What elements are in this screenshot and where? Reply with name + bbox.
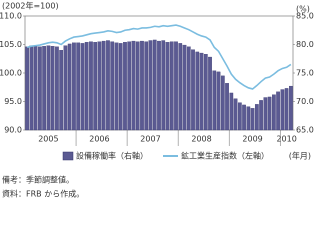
bar bbox=[55, 46, 59, 131]
legend-label: 鉱工業生産指数（左軸） bbox=[181, 151, 269, 161]
bar bbox=[106, 40, 110, 131]
bar bbox=[186, 46, 191, 131]
y-axis-title: (2002年=100) bbox=[2, 1, 59, 11]
bar bbox=[144, 41, 149, 131]
bar bbox=[42, 46, 46, 131]
bar bbox=[118, 43, 123, 131]
x-tick-label: 2005 bbox=[38, 135, 58, 144]
bar bbox=[182, 44, 187, 131]
bar bbox=[174, 41, 178, 131]
bar bbox=[169, 41, 174, 131]
bar bbox=[127, 41, 132, 131]
bar bbox=[38, 46, 42, 131]
bar bbox=[259, 100, 263, 131]
bar bbox=[76, 42, 81, 131]
bar bbox=[284, 88, 289, 131]
bar bbox=[267, 96, 272, 131]
y2-tick-label: 70.0 bbox=[296, 97, 314, 106]
bar bbox=[114, 42, 119, 131]
bar bbox=[178, 43, 183, 131]
bar bbox=[46, 45, 51, 131]
legend-label: 設備稼働率（右軸） bbox=[76, 151, 148, 161]
chart: (2002年=100) (%) (年月) 設備稼働率（右軸） 鉱工業生産指数（左… bbox=[0, 1, 314, 199]
bar bbox=[152, 39, 157, 131]
bar bbox=[229, 92, 234, 131]
bar bbox=[89, 41, 93, 131]
y-tick-label: 100.0 bbox=[0, 69, 22, 78]
bar bbox=[289, 85, 293, 131]
y2-tick-label: 75.0 bbox=[296, 69, 314, 78]
bar bbox=[80, 43, 85, 131]
x-tick-label: 2007 bbox=[140, 135, 160, 144]
bar bbox=[242, 104, 246, 131]
bar bbox=[50, 46, 55, 131]
bar bbox=[216, 71, 221, 131]
x-tick-label: 2006 bbox=[89, 135, 109, 144]
bar bbox=[208, 56, 212, 131]
bar bbox=[263, 97, 268, 131]
y-tick-label: 105.0 bbox=[0, 40, 22, 49]
bar bbox=[246, 106, 251, 131]
bar bbox=[25, 46, 29, 131]
bar bbox=[72, 42, 76, 131]
bar bbox=[131, 40, 136, 131]
bar bbox=[135, 41, 140, 131]
bar bbox=[199, 52, 204, 131]
bar bbox=[29, 45, 34, 131]
bar bbox=[225, 83, 229, 131]
x-tick-label: 2008 bbox=[191, 135, 211, 144]
bar bbox=[220, 75, 225, 131]
bar bbox=[101, 40, 106, 131]
bar bbox=[161, 40, 166, 131]
bar bbox=[212, 70, 217, 131]
note: 備考：季節調整値。 bbox=[2, 175, 74, 185]
bar bbox=[195, 51, 200, 131]
x-tick-label: 2010 bbox=[276, 135, 296, 144]
bar bbox=[93, 42, 98, 131]
y2-axis-title: (%) bbox=[296, 5, 310, 14]
bar bbox=[272, 94, 276, 131]
y2-tick-label: 65.0 bbox=[296, 126, 314, 135]
bar bbox=[148, 40, 153, 131]
bar bbox=[33, 46, 38, 131]
bar bbox=[110, 41, 115, 131]
bar bbox=[237, 102, 242, 131]
line bbox=[26, 24, 292, 90]
y-tick-label: 95.0 bbox=[4, 97, 22, 106]
y2-tick-label: 85.0 bbox=[296, 12, 314, 21]
y-tick-label: 110.0 bbox=[0, 12, 22, 21]
y-tick-label: 90.0 bbox=[4, 126, 22, 135]
bar bbox=[59, 50, 64, 131]
legend-swatch bbox=[62, 151, 74, 161]
bar bbox=[123, 42, 127, 131]
bar bbox=[203, 54, 208, 131]
bar bbox=[250, 108, 255, 131]
bar bbox=[140, 40, 144, 131]
x-axis-title: (年月) bbox=[289, 151, 311, 161]
bar bbox=[97, 41, 102, 131]
bar bbox=[233, 98, 238, 131]
page: (2002年=100) (%) (年月) 設備稼働率（右軸） 鉱工業生産指数（左… bbox=[0, 0, 314, 199]
bar bbox=[63, 45, 68, 131]
bar bbox=[254, 104, 259, 131]
bar bbox=[280, 89, 285, 131]
y2-tick-label: 80.0 bbox=[296, 40, 314, 49]
note: 資料：FRB から作成。 bbox=[2, 189, 84, 199]
bar bbox=[157, 40, 161, 131]
x-tick-label: 2009 bbox=[242, 135, 262, 144]
bar bbox=[84, 42, 89, 131]
bar bbox=[191, 49, 195, 131]
bar bbox=[165, 42, 170, 131]
bar bbox=[67, 43, 72, 131]
bar bbox=[276, 91, 280, 131]
